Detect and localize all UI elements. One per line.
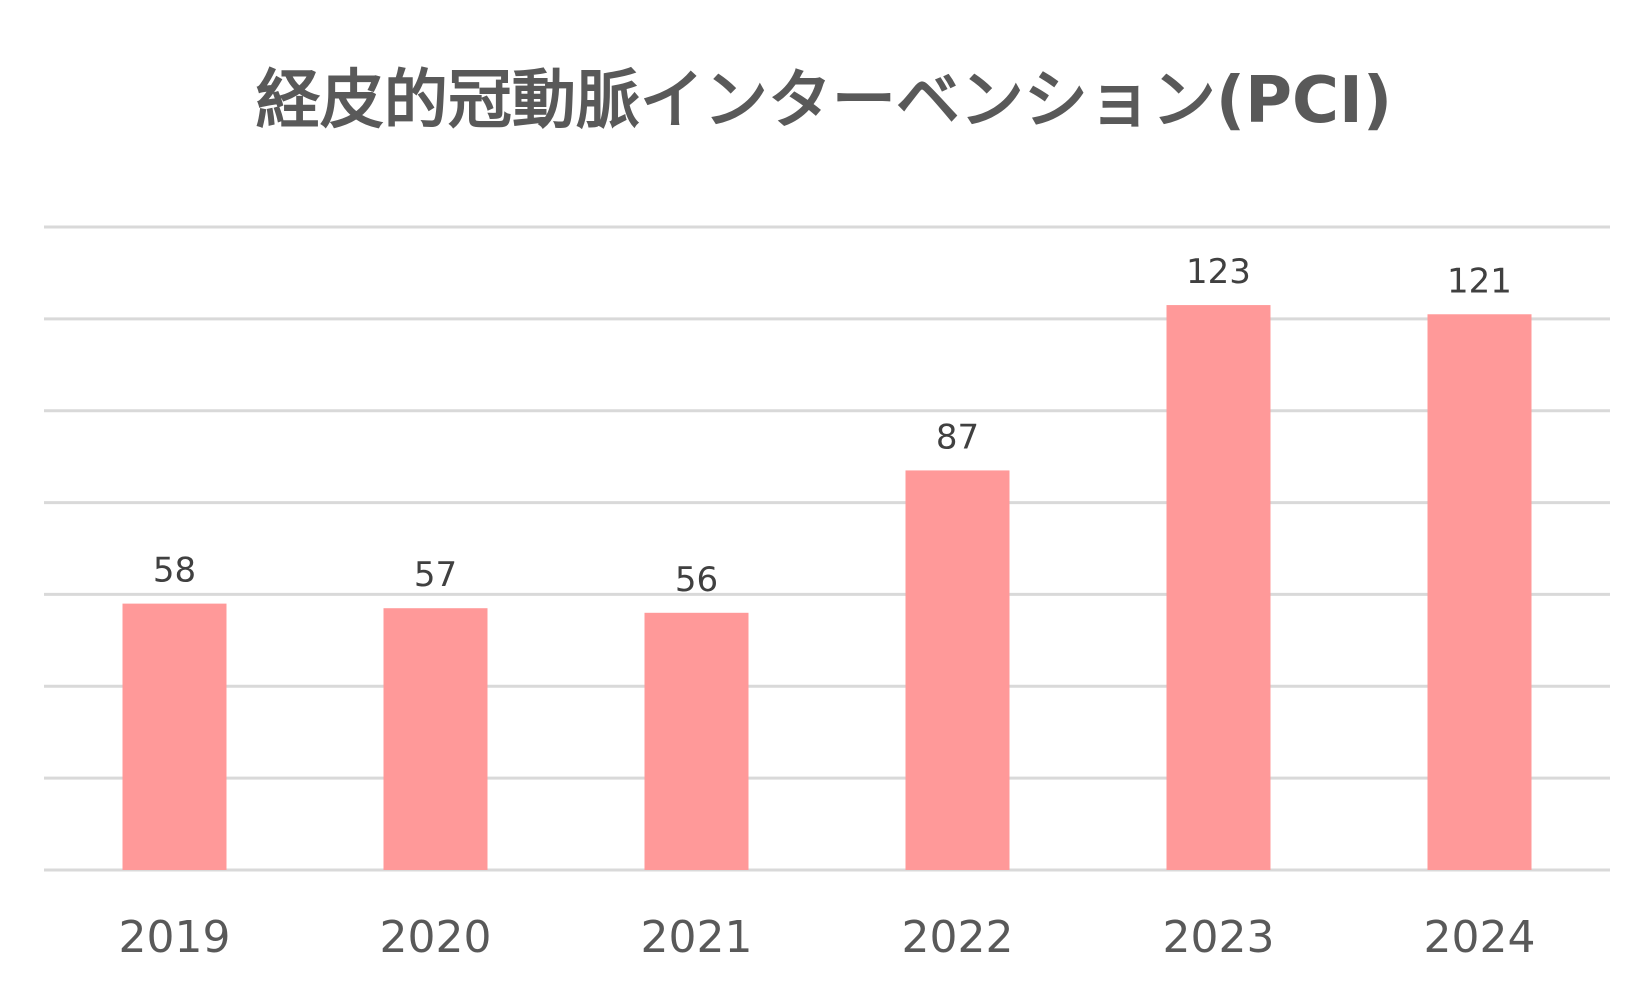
chart-title: 経皮的冠動脈インターベンション(PCI) — [256, 64, 1392, 138]
bars — [122, 305, 1532, 870]
data-label-2022: 87 — [936, 417, 979, 457]
bar-2019 — [122, 603, 227, 870]
data-label-2021: 56 — [675, 560, 718, 600]
data-label-2019: 58 — [153, 551, 196, 591]
bar-2021 — [644, 612, 749, 870]
x-tick-label-2023: 2023 — [1163, 912, 1275, 963]
gridlines — [44, 225, 1610, 872]
data-label-2024: 121 — [1447, 261, 1512, 301]
x-axis-tick-labels: 2019 2020 2021 2022 2023 2024 — [119, 912, 1536, 963]
bar-2020 — [383, 608, 488, 870]
x-tick-label-2020: 2020 — [380, 912, 492, 963]
x-tick-label-2021: 2021 — [641, 912, 753, 963]
bar-2024 — [1427, 314, 1532, 870]
x-tick-label-2024: 2024 — [1424, 912, 1536, 963]
bar-2022 — [905, 470, 1010, 870]
data-label-2020: 57 — [414, 555, 457, 595]
data-labels: 58 57 56 87 123 121 — [153, 252, 1512, 600]
x-tick-label-2022: 2022 — [902, 912, 1014, 963]
x-tick-label-2019: 2019 — [119, 912, 231, 963]
data-label-2023: 123 — [1186, 252, 1251, 292]
bar-2023 — [1166, 305, 1271, 870]
